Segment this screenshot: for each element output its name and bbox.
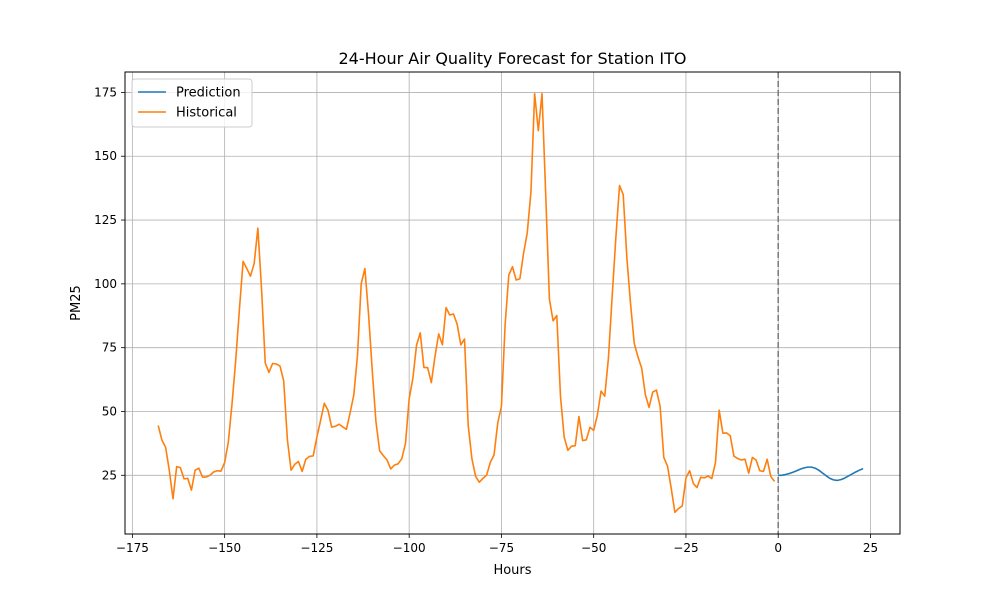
x-tick-label: −175: [116, 541, 149, 555]
y-tick-label: 100: [94, 277, 117, 291]
series-lines: [157, 92, 864, 514]
legend-box: [131, 78, 253, 128]
x-tick-label: 25: [863, 541, 878, 555]
axes: −175 −150 −125 −100 −75 −50 −25 0 25 25 50 75 100 125…: [94, 85, 878, 555]
plot-frame: [124, 71, 901, 535]
series-line-historical: [157, 92, 776, 514]
y-tick-label: 125: [94, 213, 117, 227]
chart-title: 24-Hour Air Quality Forecast for Station…: [339, 49, 687, 68]
legend-label-historical: Historical: [176, 106, 237, 121]
y-axis-label: PM25: [69, 285, 84, 321]
x-tick-label: −100: [393, 541, 426, 555]
x-tick-label: −25: [673, 541, 698, 555]
legend-label-prediction: Prediction: [176, 86, 241, 101]
x-tick-label: −125: [300, 541, 333, 555]
y-tick-label: 25: [102, 468, 117, 482]
x-tick-label: 0: [774, 541, 782, 555]
x-axis-label: Hours: [493, 563, 531, 578]
x-tick-label: −150: [208, 541, 241, 555]
y-tick-label: 50: [102, 404, 117, 418]
x-tick-label: −50: [581, 541, 606, 555]
series-line-prediction: [778, 466, 864, 482]
y-tick-label: 175: [94, 85, 117, 99]
y-tick-label: 150: [94, 149, 117, 163]
grid-lines: [125, 72, 900, 534]
legend: Prediction Historical: [131, 78, 253, 128]
y-tick-label: 75: [102, 341, 117, 355]
x-tick-label: −75: [489, 541, 514, 555]
